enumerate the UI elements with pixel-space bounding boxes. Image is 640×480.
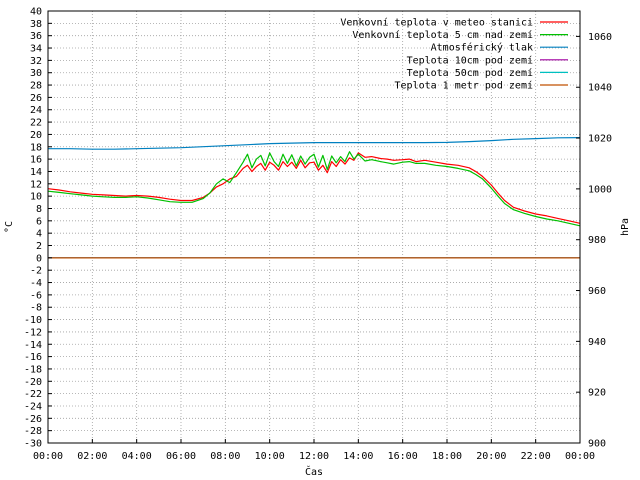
y2-tick-label: 1040	[588, 83, 612, 94]
y-tick-label: 4	[36, 229, 42, 240]
x-tick-label: 10:00	[255, 451, 285, 462]
y-tick-label: 14	[30, 167, 42, 178]
y-tick-label: 8	[36, 204, 42, 215]
x-tick-label: 04:00	[122, 451, 152, 462]
y-tick-label: 20	[30, 130, 42, 141]
y-tick-label: -22	[24, 389, 42, 400]
series-line-3	[48, 137, 581, 150]
y-tick-label: 24	[30, 105, 42, 116]
legend: Venkovní teplota v meteo staniciVenkovní…	[340, 17, 568, 92]
y-tick-label: 34	[30, 44, 42, 55]
y2-tick-label: 980	[588, 235, 606, 246]
y2-tick-label: 920	[588, 388, 606, 399]
y-tick-label: 28	[30, 81, 42, 92]
y-tick-label: -14	[24, 340, 42, 351]
y-axis-label: °C	[4, 221, 15, 233]
y-tick-label: -8	[30, 303, 42, 314]
axis-ticks	[47, 10, 581, 444]
y-tick-label: 2	[36, 241, 42, 252]
y-tick-label: 10	[30, 192, 42, 203]
y-tick-label: 26	[30, 93, 42, 104]
y-tick-label: 40	[30, 7, 42, 18]
y2-tick-label: 900	[588, 439, 606, 450]
x-tick-label: 08:00	[210, 451, 240, 462]
x-tick-label: 06:00	[166, 451, 196, 462]
y-tick-label: -24	[24, 401, 42, 412]
x-tick-label: 16:00	[388, 451, 418, 462]
y-tick-label: -16	[24, 352, 42, 363]
x-tick-label: 14:00	[343, 451, 373, 462]
series-line-1	[47, 152, 581, 224]
y-tick-label: 36	[30, 31, 42, 42]
x-tick-label: 12:00	[299, 451, 329, 462]
y-tick-label: -12	[24, 327, 42, 338]
y-tick-label: 38	[30, 19, 42, 30]
y2-tick-label: 1000	[588, 184, 612, 195]
y2-tick-label: 940	[588, 337, 606, 348]
x-axis-label: Čas	[305, 465, 323, 478]
y-tick-label: -10	[24, 315, 42, 326]
y-tick-label: -18	[24, 364, 42, 375]
y-tick-label: 18	[30, 142, 42, 153]
y2-axis-label: hPa	[620, 218, 631, 236]
x-tick-label: 02:00	[77, 451, 107, 462]
y2-tick-label: 1060	[588, 32, 612, 43]
y-tick-label: 6	[36, 216, 42, 227]
y-tick-label: 22	[30, 118, 42, 129]
legend-label-6: Teplota 1 metr pod zemí	[395, 80, 533, 92]
y-tick-label: -28	[24, 426, 42, 437]
y-tick-label: -4	[30, 278, 42, 289]
legend-label-1: Venkovní teplota v meteo stanici	[340, 17, 533, 29]
y-tick-label: -20	[24, 377, 42, 388]
y-tick-label: -2	[30, 266, 42, 277]
legend-label-4: Teplota 10cm pod zemí	[407, 54, 533, 66]
y2-tick-label: 960	[588, 286, 606, 297]
y-tick-label: 0	[36, 253, 42, 264]
x-tick-label: 20:00	[476, 451, 506, 462]
y-tick-label: 12	[30, 179, 42, 190]
x-tick-label: 22:00	[521, 451, 551, 462]
y-tick-label: 30	[30, 68, 42, 79]
y-tick-label: -26	[24, 414, 42, 425]
x-tick-label: 00:00	[33, 451, 63, 462]
y-tick-label: 16	[30, 155, 42, 166]
tick-labels: -30-28-26-24-22-20-18-16-14-12-10-8-6-4-…	[24, 7, 612, 463]
series-line-2	[47, 151, 581, 227]
y2-tick-label: 1020	[588, 134, 612, 145]
y-tick-label: 32	[30, 56, 42, 67]
y-tick-label: -6	[30, 290, 42, 301]
legend-label-3: Atmosférický tlak	[431, 42, 533, 54]
y-tick-label: -30	[24, 439, 42, 450]
legend-label-5: Teplota 50cm pod zemí	[407, 67, 533, 79]
legend-label-2: Venkovní teplota 5 cm nad zemí	[352, 29, 533, 41]
x-tick-label: 00:00	[565, 451, 595, 462]
series-lines	[47, 137, 581, 259]
x-tick-label: 18:00	[432, 451, 462, 462]
